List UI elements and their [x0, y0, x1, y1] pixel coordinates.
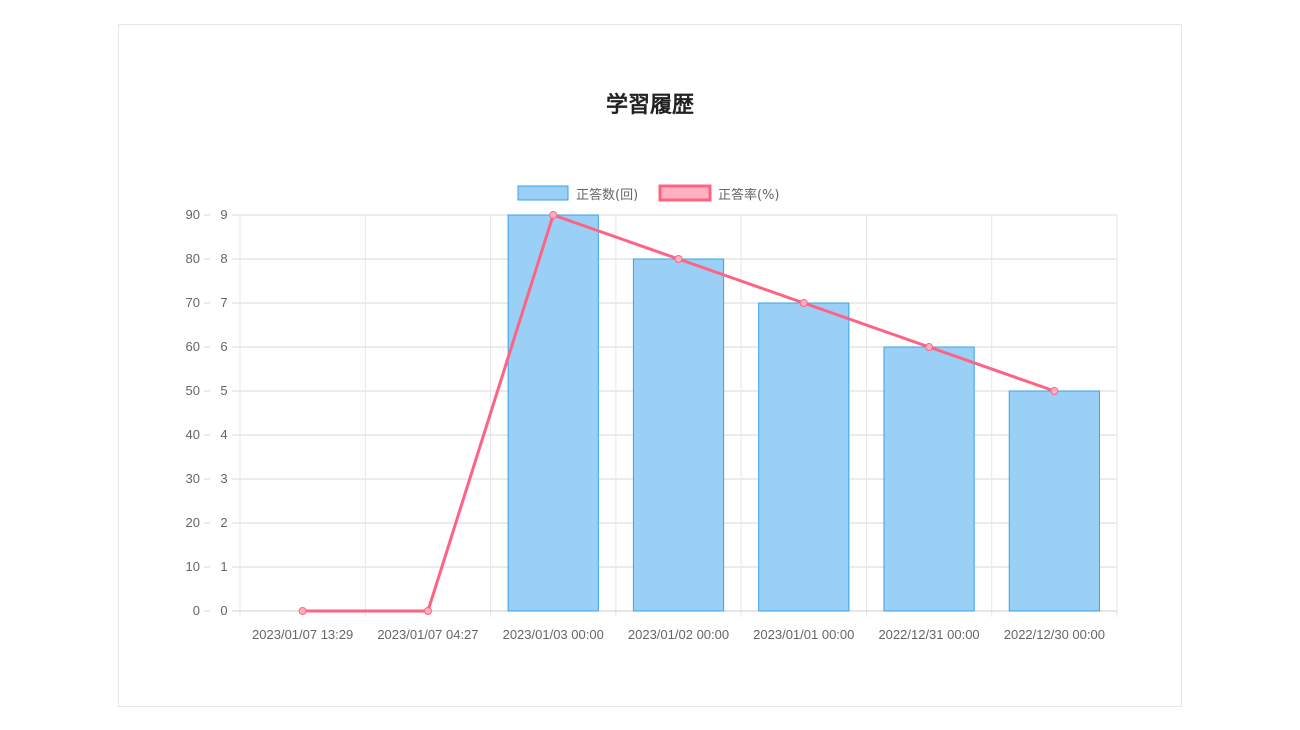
y-left-tick-label: 70	[186, 295, 200, 310]
bar	[1008, 390, 1100, 612]
chart-card: 学習履歴 0 0 10 1 20 2 30 3 40 4 50 5 60 6 70 7 80 8 90 9 2023/0…	[118, 24, 1182, 707]
x-tick-label: 2023/01/07 04:27	[377, 627, 478, 642]
line-point	[799, 299, 808, 307]
y-left-tick-label: 50	[186, 383, 200, 398]
legend-swatch	[517, 185, 569, 201]
x-tick-label: 2023/01/01 00:00	[753, 627, 854, 642]
y-left-tick-label: 90	[186, 207, 200, 222]
chart-title: 学習履歴	[605, 93, 694, 118]
line-point	[423, 607, 432, 615]
x-tick-label: 2023/01/03 00:00	[503, 627, 604, 642]
line-point	[674, 255, 683, 263]
bar	[758, 302, 850, 612]
x-tick-label: 2022/12/31 00:00	[878, 627, 979, 642]
y-right-tick-label: 9	[220, 207, 227, 222]
y-left-tick-label: 0	[193, 603, 200, 618]
x-tick-label: 2022/12/30 00:00	[1004, 627, 1105, 642]
x-tick-label: 2023/01/02 00:00	[628, 627, 729, 642]
bar	[883, 346, 975, 612]
y-right-tick-label: 8	[220, 251, 227, 266]
line-point	[925, 343, 934, 351]
y-right-tick-label: 1	[220, 559, 227, 574]
y-left-tick-label: 60	[186, 339, 200, 354]
y-right-tick-label: 7	[220, 295, 227, 310]
y-right-tick-label: 6	[220, 339, 227, 354]
bar	[507, 214, 599, 612]
line-point	[298, 607, 307, 615]
y-right-tick-label: 5	[220, 383, 227, 398]
y-left-tick-label: 40	[186, 427, 200, 442]
x-tick-label: 2023/01/07 13:29	[252, 627, 353, 642]
y-right-tick-label: 4	[220, 427, 227, 442]
line-point	[1050, 387, 1059, 395]
y-left-tick-label: 30	[186, 471, 200, 486]
y-right-tick-label: 3	[220, 471, 227, 486]
y-left-tick-label: 10	[186, 559, 200, 574]
y-right-tick-label: 0	[220, 603, 227, 618]
legend-label: 正答数(回)	[576, 187, 638, 203]
line-point	[549, 211, 558, 219]
legend-label: 正答率(%)	[718, 187, 780, 203]
y-left-tick-label: 20	[186, 515, 200, 530]
bar	[632, 258, 725, 612]
y-left-tick-label: 80	[186, 251, 200, 266]
chart-area: 0 0 10 1 20 2 30 3 40 4 50 5 60 6 70 7 80 8 90 9 2023/01/07 …	[186, 184, 1118, 642]
legend-swatch	[658, 184, 712, 202]
y-right-tick-label: 2	[220, 515, 227, 530]
